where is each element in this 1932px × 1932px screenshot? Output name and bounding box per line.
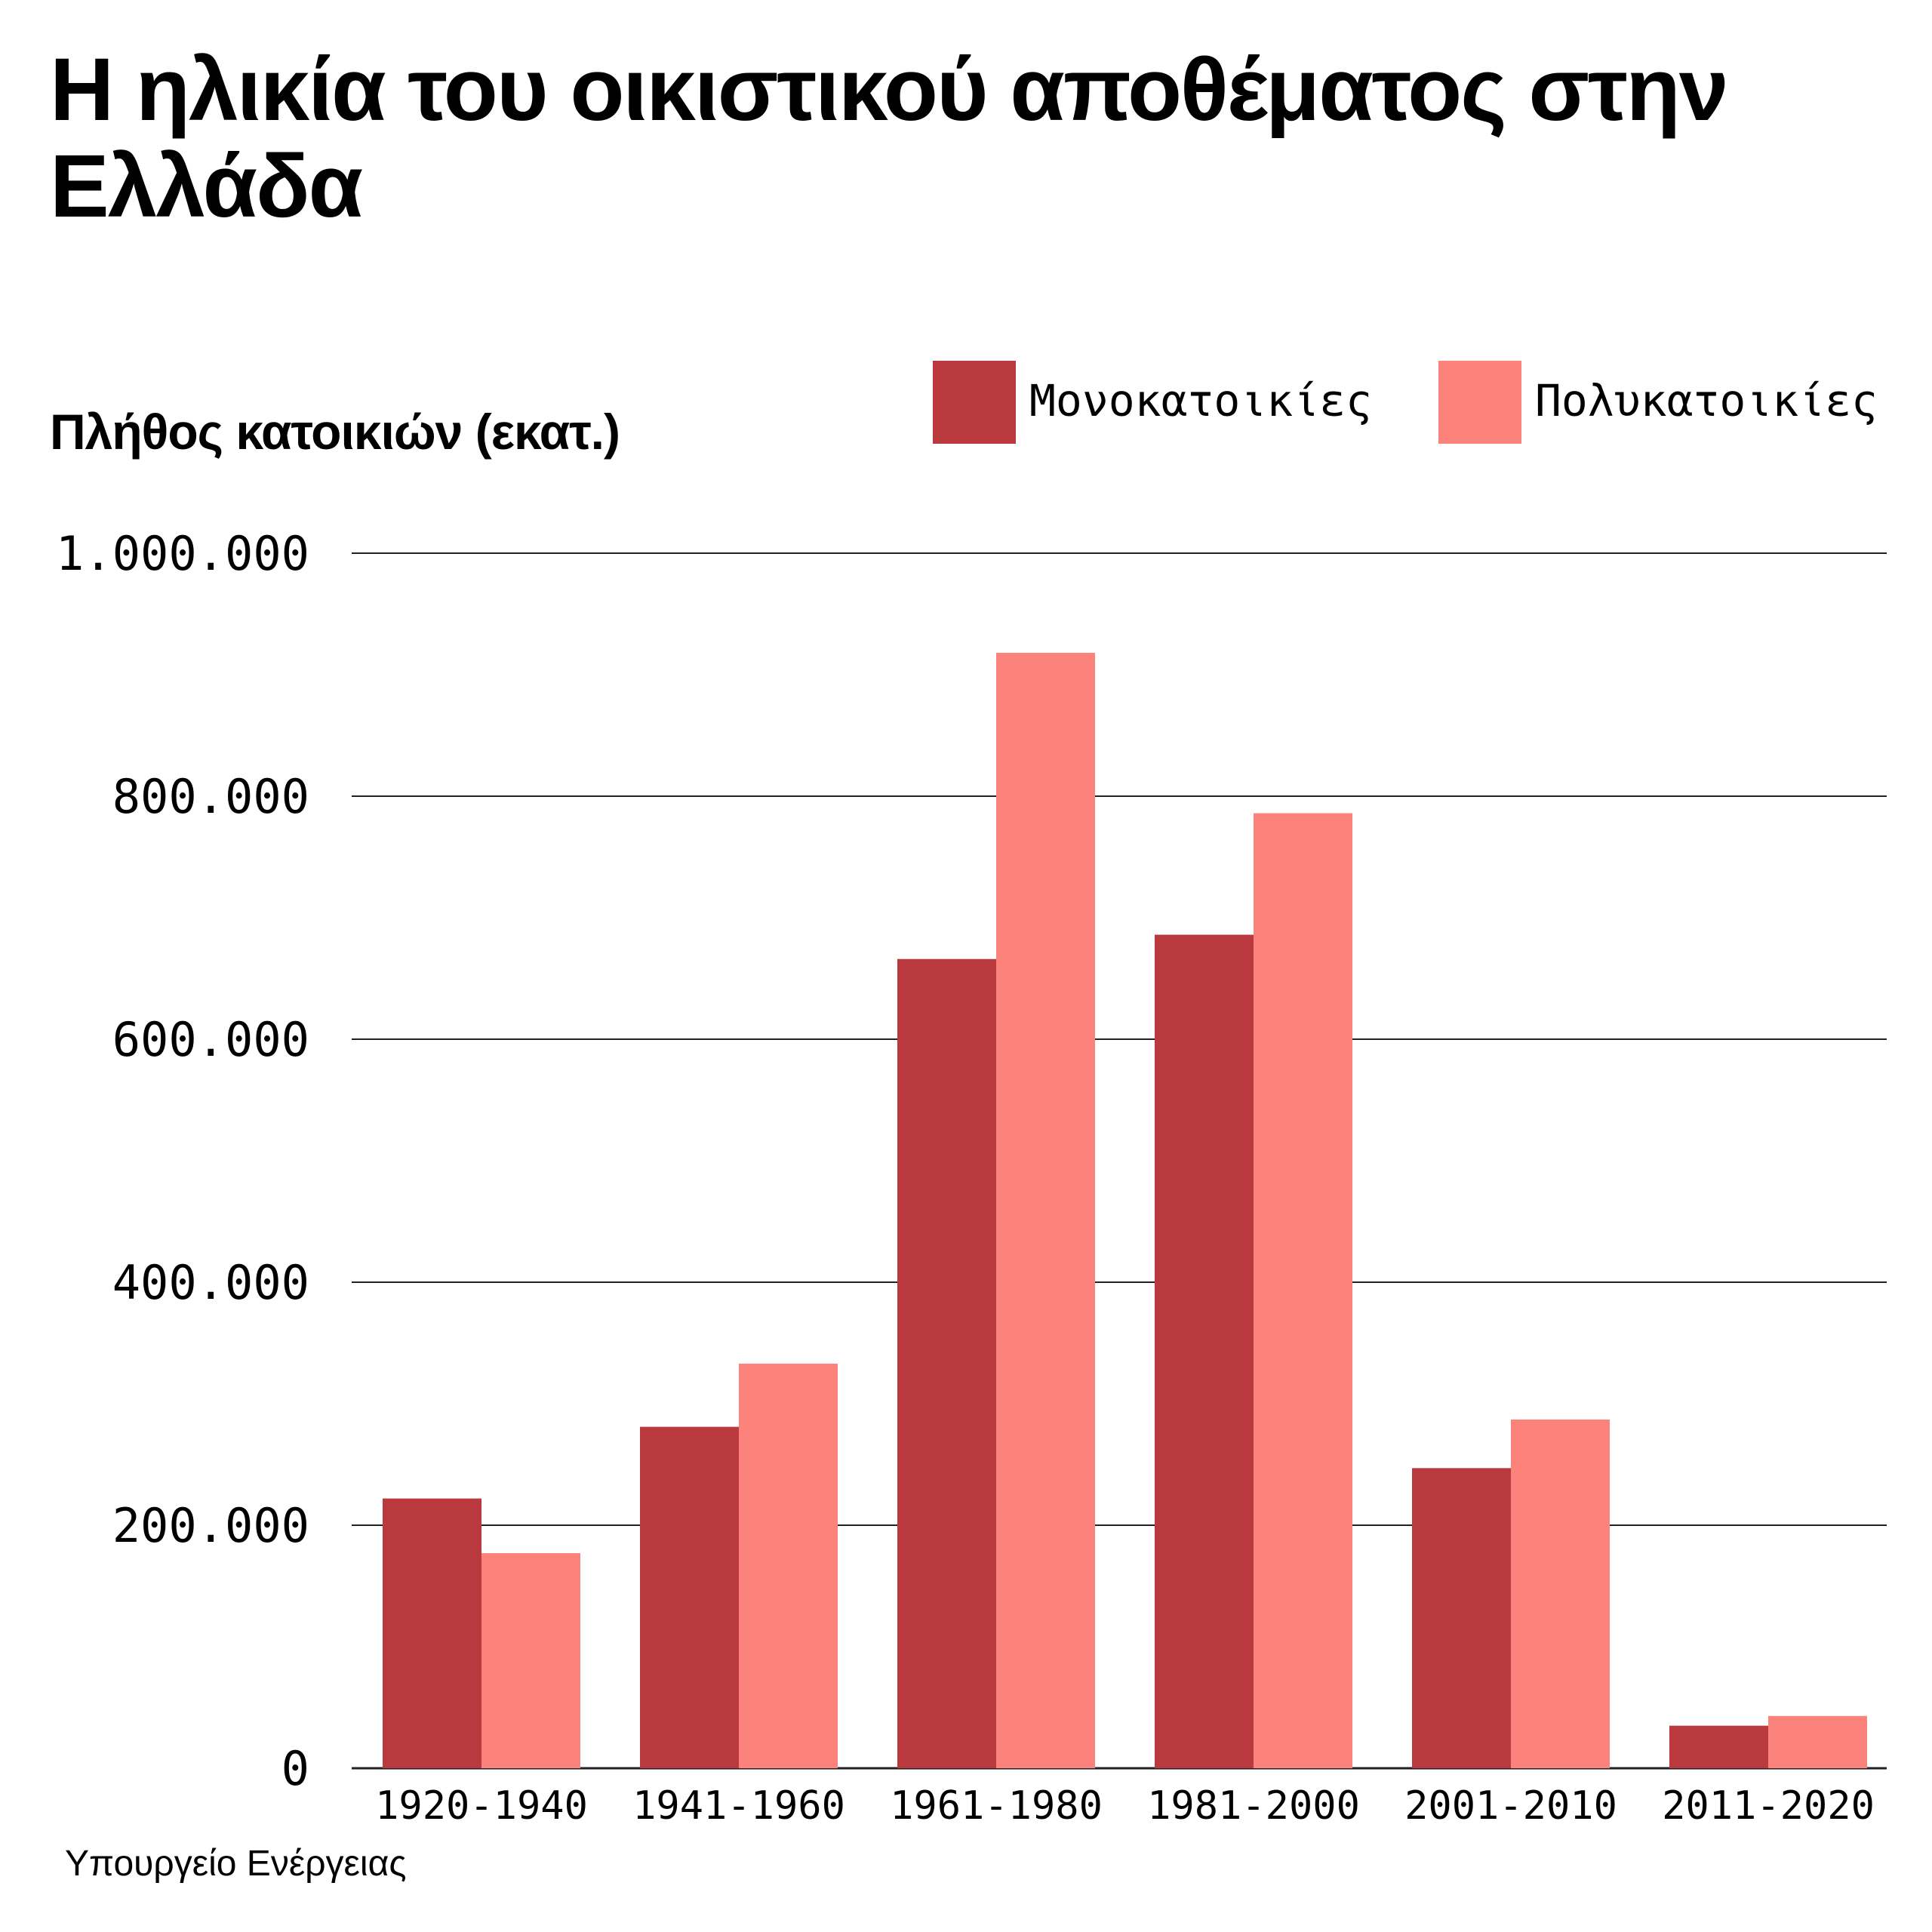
y-tick-label: 800.000 — [112, 769, 309, 824]
bar-polykatoikies — [996, 653, 1095, 1768]
legend-label-polykatoikies: Πολυκατοικίες — [1535, 375, 1878, 426]
bar-polykatoikies — [739, 1363, 838, 1768]
y-tick-label: 600.000 — [112, 1012, 309, 1067]
x-tick-label: 1981-2000 — [1147, 1783, 1360, 1829]
bar-polykatoikies — [1511, 1419, 1610, 1768]
source-credit: Υπουργείο Ενέργειας — [65, 1844, 407, 1884]
bar-monokatoikies — [1669, 1725, 1768, 1768]
y-axis-label: Πλήθος κατοικιών (εκατ.) — [50, 404, 620, 460]
bar-monokatoikies — [1412, 1468, 1511, 1768]
y-tick-label: 200.000 — [112, 1498, 309, 1553]
y-tick-label: 1.000.000 — [56, 526, 309, 581]
legend-label-monokatoikies: Μονοκατοικίες — [1029, 375, 1372, 426]
bar-monokatoikies — [1155, 934, 1254, 1768]
bar-polykatoikies — [1254, 813, 1352, 1768]
legend-swatch-polykatoikies — [1438, 361, 1521, 444]
x-tick-label: 1941-1960 — [632, 1783, 845, 1829]
x-tick-label: 1920-1940 — [375, 1783, 588, 1829]
x-tick-label: 1961-1980 — [890, 1783, 1103, 1829]
bar-polykatoikies — [481, 1553, 580, 1768]
bar-monokatoikies — [383, 1498, 481, 1768]
bar-monokatoikies — [640, 1426, 739, 1768]
bar-polykatoikies — [1768, 1715, 1867, 1768]
legend-swatch-monokatoikies — [933, 361, 1016, 444]
x-tick-label: 2011-2020 — [1662, 1783, 1875, 1829]
y-tick-label: 400.000 — [112, 1255, 309, 1310]
x-tick-label: 2001-2010 — [1404, 1783, 1617, 1829]
chart-title: Η ηλικία του οικιστικού αποθέματος στην … — [50, 40, 1728, 236]
bar-monokatoikies — [897, 958, 996, 1768]
y-tick-label: 0 — [281, 1741, 309, 1796]
